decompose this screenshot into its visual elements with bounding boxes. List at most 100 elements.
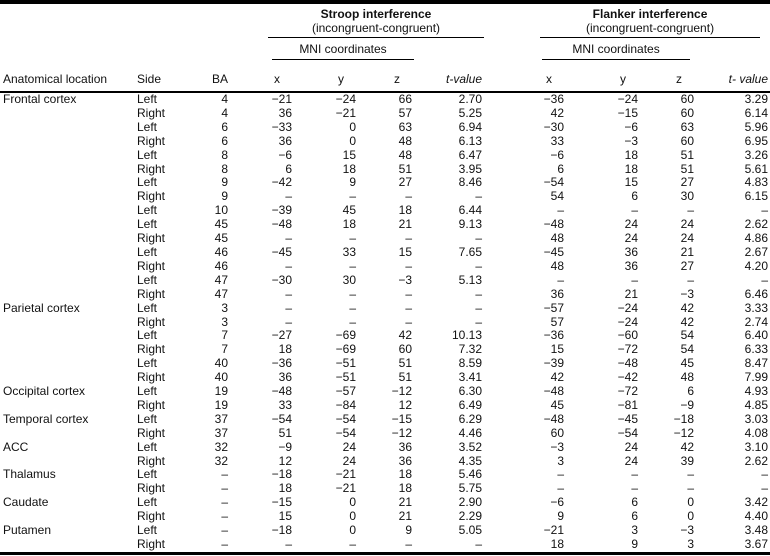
- flanker-x-cell: −48: [543, 385, 565, 399]
- region-label: Temporal cortex: [3, 412, 89, 426]
- region-cell-empty: [0, 538, 134, 552]
- flanker-t-cell: 3.33: [744, 301, 769, 315]
- stroop-z-cell: 18: [398, 204, 412, 218]
- spacer-cell: [484, 385, 534, 399]
- region-cell-empty: [0, 204, 134, 218]
- flanker-t-cell: 4.93: [744, 385, 769, 399]
- stroop-y-cell: –: [349, 538, 356, 551]
- stroop-x-cell: –: [285, 287, 292, 301]
- stroop-t-cell: 3.52: [458, 440, 483, 454]
- spacer-header-cell: [484, 38, 534, 60]
- flanker-x-cell: 18: [550, 538, 565, 551]
- stroop-x-cell: −9: [278, 440, 292, 454]
- region-cell-empty: [0, 329, 134, 343]
- flanker-x-cell: −6: [550, 148, 565, 162]
- flanker-x-cell: 15: [550, 343, 565, 357]
- flanker-t-cell: –: [761, 482, 769, 496]
- side-cell: Right: [137, 190, 166, 204]
- table-row: Right 3 – – – – 57 −24 42 2.74: [0, 316, 770, 330]
- flanker-t-cell: 3.67: [744, 538, 769, 551]
- side-cell: Left: [137, 273, 158, 287]
- stroop-y-cell: 30: [342, 273, 356, 287]
- stroop-x-cell: −36: [271, 357, 292, 371]
- flanker-z-cell: –: [687, 468, 695, 482]
- stroop-y-cell: 0: [349, 510, 356, 524]
- flanker-x-cell: −21: [543, 524, 565, 538]
- flanker-y-cell: 24: [624, 218, 639, 232]
- spacer-cell: [484, 413, 534, 427]
- stroop-z-cell: 48: [398, 148, 412, 162]
- stroop-z-cell: –: [405, 315, 412, 329]
- column-header-anatomical-location: Anatomical location: [0, 60, 134, 93]
- stroop-t-cell: 2.90: [458, 496, 483, 510]
- flanker-x-cell: −48: [543, 412, 565, 426]
- side-cell: Right: [137, 398, 166, 412]
- flanker-group-title: Flanker interference: [592, 7, 708, 21]
- flanker-x-cell: 60: [550, 426, 565, 440]
- region-cell-empty: [0, 371, 134, 385]
- table-row: Left 40 −36 −51 51 8.59 −39 −48 45 8.47: [0, 357, 770, 371]
- stroop-z-cell: 15: [398, 245, 412, 259]
- table-row: Right 40 36 −51 51 3.41 42 −42 48 7.99: [0, 371, 770, 385]
- flanker-z-cell: 3: [687, 538, 695, 551]
- region-cell-empty: [0, 288, 134, 302]
- flanker-x-cell: 3: [557, 454, 565, 468]
- stroop-y-cell: 0: [349, 134, 356, 148]
- table-row: Right 19 33 −84 12 6.49 45 −81 −9 4.85: [0, 399, 770, 413]
- flanker-x-cell: −54: [543, 176, 565, 190]
- flanker-z-cell: –: [687, 204, 695, 218]
- stroop-y-cell: 24: [342, 454, 356, 468]
- side-cell: Right: [137, 259, 166, 273]
- stroop-y-cell: 18: [342, 218, 356, 232]
- stroop-z-cell: –: [405, 301, 412, 315]
- flanker-y-cell: 6: [631, 496, 639, 510]
- flanker-y-cell: 6: [631, 190, 639, 204]
- spacer-cell: [484, 316, 534, 330]
- stroop-y-cell: 15: [342, 148, 356, 162]
- stroop-group-subtitle: (incongruent-congruent): [311, 21, 441, 35]
- stroop-x-cell: 36: [278, 134, 292, 148]
- stroop-y-cell: 18: [342, 162, 356, 176]
- flanker-z-cell: 21: [680, 245, 695, 259]
- spacer-cell: [484, 441, 534, 455]
- stroop-x-cell: 36: [278, 106, 292, 120]
- flanker-x-cell: −6: [550, 496, 565, 510]
- stroop-t-cell: 4.46: [458, 426, 483, 440]
- stroop-y-cell: 0: [349, 496, 356, 510]
- flanker-y-cell: 36: [624, 259, 639, 273]
- column-header-ba: BA: [198, 60, 230, 93]
- region-cell-empty: [0, 399, 134, 413]
- flanker-z-cell: 0: [687, 510, 695, 524]
- stroop-x-cell: −15: [271, 496, 292, 510]
- flanker-y-cell: −15: [617, 106, 639, 120]
- flanker-y-cell: −72: [617, 385, 639, 399]
- stroop-y-cell: –: [349, 190, 356, 204]
- side-cell: Left: [137, 385, 158, 399]
- side-cell: Left: [137, 468, 158, 482]
- spacer-cell: [484, 190, 534, 204]
- flanker-x-cell: 9: [557, 510, 565, 524]
- stroop-z-cell: 18: [398, 482, 412, 496]
- flanker-x-cell: −3: [550, 440, 565, 454]
- flanker-t-cell: 4.40: [744, 510, 769, 524]
- column-header-flanker-t-value: t- value: [696, 60, 770, 93]
- flanker-z-cell: 51: [680, 162, 695, 176]
- flanker-x-cell: −39: [543, 357, 565, 371]
- stroop-x-cell: −39: [271, 204, 292, 218]
- spacer-cell: [484, 343, 534, 357]
- stroop-t-cell: 5.13: [458, 273, 483, 287]
- flanker-z-cell: 27: [680, 176, 695, 190]
- side-cell: Right: [137, 482, 166, 496]
- stroop-y-cell: −21: [335, 106, 356, 120]
- side-cell: Left: [137, 148, 158, 162]
- stroop-y-cell: 45: [342, 204, 356, 218]
- flanker-y-cell: −81: [617, 398, 639, 412]
- stroop-z-cell: –: [405, 538, 412, 551]
- side-cell: Right: [137, 106, 166, 120]
- flanker-t-cell: 4.08: [744, 426, 769, 440]
- table-row: Right 37 51 −54 −12 4.46 60 −54 −12 4.08: [0, 427, 770, 441]
- flanker-t-cell: 2.62: [744, 454, 769, 468]
- coordinates-table: Stroop interference (incongruent-congrue…: [0, 4, 770, 552]
- flanker-t-cell: 6.46: [744, 287, 769, 301]
- flanker-z-cell: 42: [680, 440, 695, 454]
